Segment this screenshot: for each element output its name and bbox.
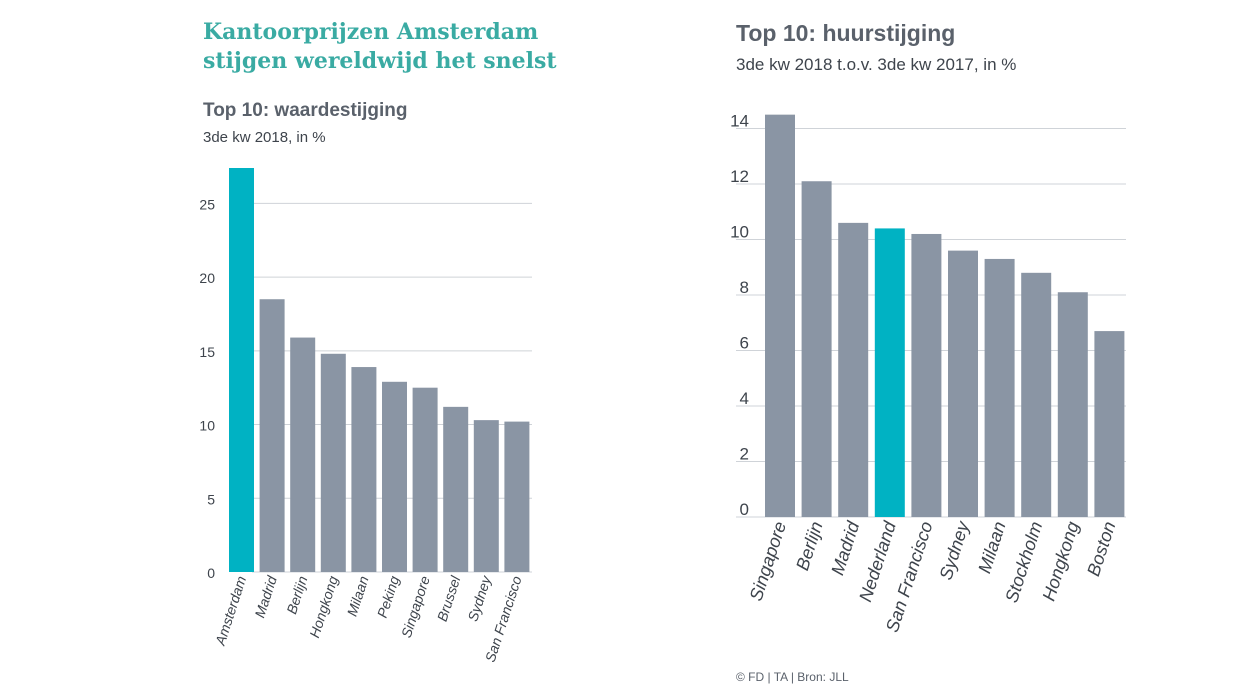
x-category-label: Boston xyxy=(1083,519,1119,578)
bar-hongkong xyxy=(320,353,346,572)
bar-sydney xyxy=(948,250,978,517)
bar-peking xyxy=(382,381,407,572)
y-tick-label: 10 xyxy=(730,223,749,242)
chart1-subtitle: 3de kw 2018, in % xyxy=(203,129,326,146)
y-tick-label: 6 xyxy=(740,334,749,353)
y-tick-label: 15 xyxy=(199,344,215,360)
y-tick-label: 8 xyxy=(740,278,749,297)
x-category-label: Hongkong xyxy=(1039,519,1083,603)
bar-berlijn xyxy=(290,337,316,572)
x-category-label: Singapore xyxy=(746,519,790,603)
bar-san-francisco xyxy=(504,421,530,572)
y-tick-label: 5 xyxy=(207,491,215,507)
bar-sydney xyxy=(473,420,499,572)
chart2-title: Top 10: huurstijging xyxy=(736,20,956,46)
y-tick-label: 4 xyxy=(740,389,749,408)
bar-hongkong xyxy=(1057,292,1088,517)
chart1-title: Top 10: waardestijging xyxy=(203,100,408,121)
y-tick-label: 0 xyxy=(740,500,749,519)
bar-san-francisco xyxy=(911,233,942,517)
bar-milaan xyxy=(351,367,377,572)
bar-nederland xyxy=(874,228,905,517)
y-tick-label: 2 xyxy=(740,445,749,464)
bar-milaan xyxy=(984,258,1015,517)
x-category-label: Berlijn xyxy=(792,519,826,573)
chart2-subtitle: 3de kw 2018 t.o.v. 3de kw 2017, in % xyxy=(736,55,1017,74)
y-tick-label: 0 xyxy=(207,565,215,581)
bar-boston xyxy=(1094,331,1125,517)
bar-singapore xyxy=(412,387,438,572)
bar-stockholm xyxy=(1021,272,1052,517)
y-tick-label: 12 xyxy=(730,167,749,186)
x-category-label: Milaan xyxy=(974,519,1009,576)
bar-madrid xyxy=(259,299,285,572)
bar-berlijn xyxy=(801,181,832,517)
bar-madrid xyxy=(838,222,869,517)
headline: Kantoorprijzen Amsterdam stijgen wereldw… xyxy=(203,19,557,74)
y-tick-label: 14 xyxy=(730,112,749,131)
y-tick-label: 20 xyxy=(199,270,215,286)
bar-brussel xyxy=(443,406,469,572)
source-credit: © FD | TA | Bron: JLL xyxy=(736,670,849,684)
y-tick-label: 10 xyxy=(199,418,215,434)
y-tick-label: 25 xyxy=(199,196,215,212)
x-category-label: Madrid xyxy=(827,518,863,577)
x-category-label: Sydney xyxy=(936,518,974,582)
bar-singapore xyxy=(765,114,795,517)
bar-amsterdam xyxy=(229,168,254,572)
